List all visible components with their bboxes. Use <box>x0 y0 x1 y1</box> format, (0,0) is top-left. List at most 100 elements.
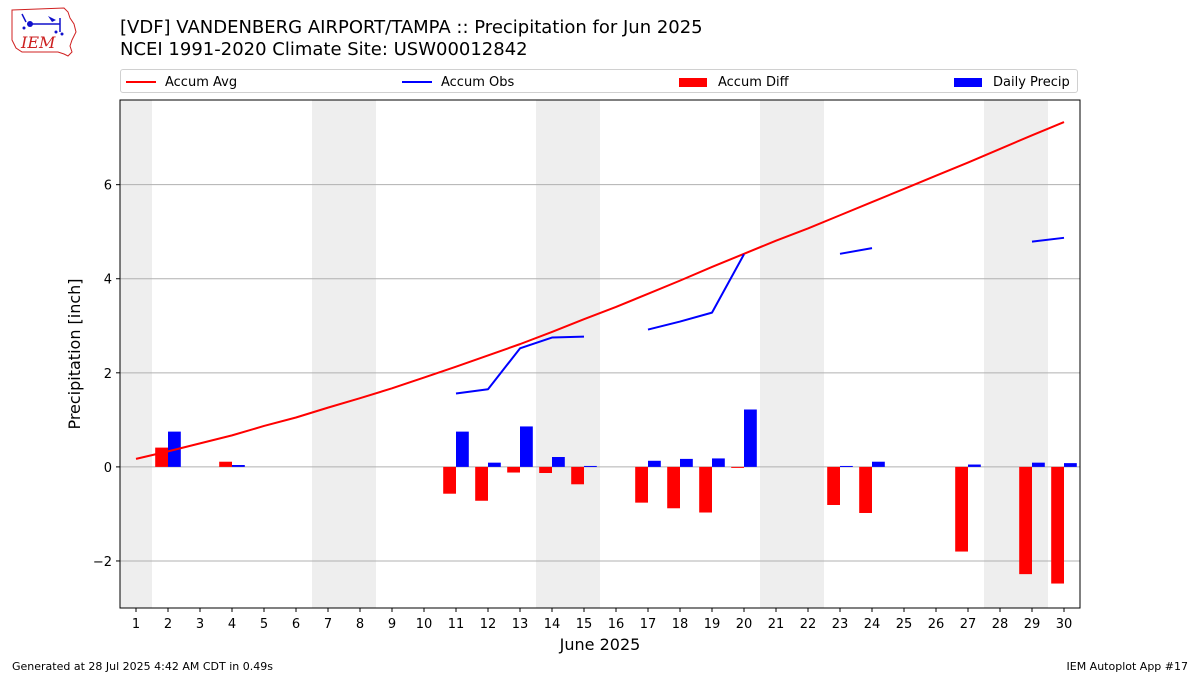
daily-precip-bar <box>840 465 853 467</box>
y-axis-label: Precipitation [inch] <box>65 278 84 429</box>
x-tick-label: 12 <box>480 617 497 632</box>
legend-item-accum-avg: Accum Avg <box>126 70 237 94</box>
x-tick-label: 24 <box>864 617 881 632</box>
legend-item-accum-obs: Accum Obs <box>402 70 514 94</box>
x-tick-label: 9 <box>388 617 396 632</box>
daily-precip-bar <box>456 431 469 467</box>
daily-precip-bar <box>584 465 597 467</box>
weekend-shade <box>312 100 344 608</box>
x-tick-label: 3 <box>196 617 204 632</box>
accum-diff-bar <box>155 447 168 467</box>
accum-diff-bar <box>443 466 456 494</box>
x-tick-label: 30 <box>1056 617 1073 632</box>
x-tick-label: 2 <box>164 617 172 632</box>
daily-precip-bar <box>648 460 661 467</box>
generated-timestamp: Generated at 28 Jul 2025 4:42 AM CDT in … <box>12 660 273 673</box>
accum-obs-line <box>1031 236 1065 243</box>
daily-precip-bar <box>680 458 693 467</box>
legend-label-accum-diff: Accum Diff <box>718 74 789 90</box>
y-tick-label: 6 <box>104 179 112 194</box>
legend-label-accum-avg: Accum Avg <box>165 74 238 90</box>
legend-swatch-accum-diff <box>679 77 707 87</box>
chart-title: [VDF] VANDENBERG AIRPORT/TAMPA :: Precip… <box>120 17 703 38</box>
accum-diff-bar <box>699 466 712 513</box>
accum-diff-bar <box>475 466 488 501</box>
x-tick-label: 8 <box>356 617 364 632</box>
legend-swatch-accum-obs <box>402 81 432 83</box>
x-tick-label: 14 <box>544 617 561 632</box>
daily-precip-bar <box>712 458 725 467</box>
accum-obs-line <box>839 247 873 255</box>
accum-avg-line <box>135 121 1065 460</box>
x-tick-label: 27 <box>960 617 977 632</box>
accum-obs-line <box>455 335 585 395</box>
x-tick-label: 20 <box>736 617 753 632</box>
accum-diff-bar <box>955 466 968 552</box>
x-tick-label: 5 <box>260 617 268 632</box>
x-tick-label: 18 <box>672 617 689 632</box>
accum-diff-bar <box>219 461 232 467</box>
x-tick-label: 28 <box>992 617 1009 632</box>
accum-diff-bar <box>571 466 584 485</box>
x-tick-label: 6 <box>292 617 300 632</box>
daily-precip-bar <box>552 457 565 467</box>
x-tick-label: 16 <box>608 617 625 632</box>
x-tick-label: 15 <box>576 617 593 632</box>
x-tick-label: 21 <box>768 617 785 632</box>
x-tick-label: 22 <box>800 617 817 632</box>
accum-diff-bar <box>635 466 648 503</box>
x-tick-label: 25 <box>896 617 913 632</box>
accum-diff-bar <box>1051 466 1064 584</box>
svg-text:IEM: IEM <box>20 33 56 52</box>
accum-diff-bar <box>539 466 552 474</box>
x-tick-label: 11 <box>448 617 465 632</box>
x-tick-label: 4 <box>228 617 236 632</box>
daily-precip-bar <box>1064 463 1077 467</box>
x-tick-label: 1 <box>132 617 140 632</box>
daily-precip-bar <box>520 426 533 467</box>
y-tick-label: 2 <box>104 367 112 382</box>
x-tick-label: 13 <box>512 617 529 632</box>
x-tick-label: 10 <box>416 617 433 632</box>
legend-swatch-accum-avg <box>126 81 156 83</box>
weekend-shade <box>536 100 568 608</box>
daily-precip-bar <box>872 461 885 467</box>
accum-diff-bar <box>507 466 520 473</box>
weekend-shade <box>792 100 824 608</box>
accum-diff-bar <box>827 466 840 505</box>
x-tick-label: 29 <box>1024 617 1041 632</box>
x-tick-label: 23 <box>832 617 849 632</box>
accum-diff-bar <box>667 466 680 509</box>
x-tick-label: 26 <box>928 617 945 632</box>
accum-diff-bar <box>859 466 872 513</box>
legend-item-accum-diff: Accum Diff <box>679 70 789 94</box>
y-tick-label: 0 <box>104 461 112 476</box>
y-tick-label: −2 <box>93 555 112 570</box>
weekend-shade <box>344 100 376 608</box>
app-label: IEM Autoplot App #17 <box>1066 660 1189 673</box>
legend: Accum Avg Accum Obs Accum Diff Daily Pre… <box>120 69 1078 93</box>
y-tick-label: 4 <box>104 273 112 288</box>
x-tick-label: 19 <box>704 617 721 632</box>
daily-precip-bar <box>488 462 501 467</box>
legend-label-daily-precip: Daily Precip <box>993 74 1070 90</box>
legend-item-daily-precip: Daily Precip <box>954 70 1070 94</box>
accum-diff-bar <box>1019 466 1032 575</box>
iem-logo: IEM <box>8 6 80 58</box>
x-tick-label: 7 <box>324 617 332 632</box>
weekend-shade <box>568 100 600 608</box>
weekend-shade <box>120 100 152 608</box>
weekend-shade <box>984 100 1016 608</box>
accum-diff-bar <box>731 466 744 468</box>
legend-label-accum-obs: Accum Obs <box>441 74 515 90</box>
daily-precip-bar <box>968 464 981 467</box>
accum-obs-line <box>647 253 745 331</box>
daily-precip-bar <box>232 465 245 467</box>
x-axis-label: June 2025 <box>559 635 641 654</box>
weekend-shade <box>760 100 792 608</box>
chart-subtitle: NCEI 1991-2020 Climate Site: USW00012842 <box>120 39 528 60</box>
plot-frame <box>119 99 1081 609</box>
legend-swatch-daily-precip <box>954 77 982 87</box>
daily-precip-bar <box>744 409 757 467</box>
